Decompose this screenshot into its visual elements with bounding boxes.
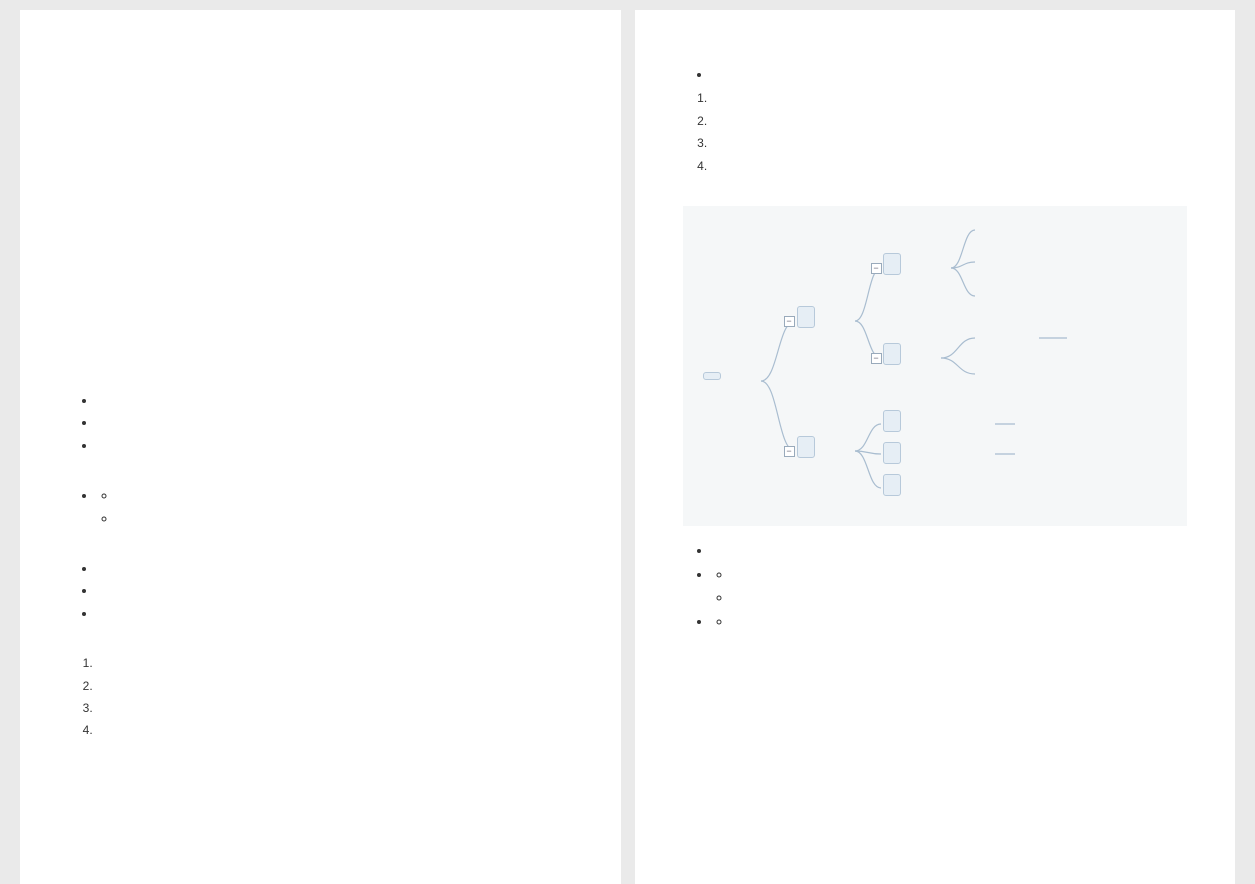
node-collection [797,306,815,328]
page-right: − − − − [635,10,1236,884]
list-item [711,64,1188,84]
mindmap-diagram: − − − − [683,206,1188,526]
node-root [703,372,721,380]
list-item [116,485,573,505]
node-map [797,436,815,458]
list-item [96,720,573,740]
bullet-list [68,558,573,623]
list-item [711,540,1188,560]
page-spread: − − − − [0,0,1255,884]
bullet-list [68,390,573,455]
collapse-icon: − [871,263,882,274]
list-item [96,603,573,623]
list-item [711,133,1188,153]
diagram-edges [683,206,1188,526]
node-set [883,343,901,365]
list-item [711,111,1188,131]
numbered-list [68,653,573,741]
list-item [96,580,573,600]
list-item [711,156,1188,176]
list-item [96,558,573,578]
node-hashmap [883,442,901,464]
collapse-icon: − [784,316,795,327]
collapse-icon: − [871,353,882,364]
list-item [96,412,573,432]
list-item [711,564,1188,607]
list-item [711,611,1188,631]
sub-list [96,485,573,528]
node-list [883,253,901,275]
page-left [20,10,621,884]
sub-list [711,611,1188,631]
node-treemap [883,474,901,496]
node-hashtable [883,410,901,432]
list-item [96,435,573,455]
sub-list [711,564,1188,607]
list-item [96,653,573,673]
collapse-icon: − [784,446,795,457]
list-item [96,698,573,718]
bullet-list [68,485,573,528]
list-item [711,88,1188,108]
list-item [731,564,1188,584]
list-item [731,587,1188,607]
bullet-list [683,64,1188,84]
bullet-list [683,540,1188,632]
list-item [116,508,573,528]
list-item [731,611,1188,631]
list-item [96,676,573,696]
numbered-list [683,88,1188,176]
list-item [96,485,573,528]
list-item [96,390,573,410]
